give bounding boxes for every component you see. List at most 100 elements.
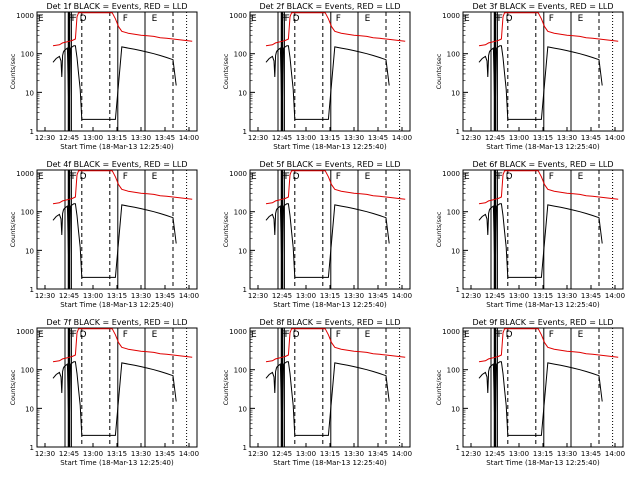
marker-letter: D [506, 172, 513, 182]
x-tick-label: 13:00 [83, 292, 103, 300]
x-tick-label: 13:15 [320, 450, 340, 458]
x-tick-label: 13:30 [557, 292, 577, 300]
y-axis-label: Counts/sec [435, 211, 443, 247]
series-line [265, 328, 406, 363]
x-tick-label: 12:30 [35, 134, 55, 142]
marker-letter: F [123, 172, 128, 182]
x-tick-label: 13:00 [509, 134, 529, 142]
y-axis-label: Counts/sec [222, 53, 230, 89]
y-axis-label: Counts/sec [435, 369, 443, 405]
y-tick-label: 10 [25, 89, 34, 97]
x-tick-label: 13:00 [83, 134, 103, 142]
y-tick-label: 100 [447, 367, 460, 375]
panel-title: Det 6f BLACK = Events, RED = LLD [472, 160, 613, 169]
x-tick-label: 13:00 [509, 292, 529, 300]
x-tick-label: 13:30 [344, 292, 364, 300]
series-line [265, 361, 390, 436]
series-line [52, 328, 193, 363]
x-tick-label: 13:45 [155, 134, 175, 142]
y-axis-label: Counts/sec [9, 211, 17, 247]
y-tick-label: 1000 [442, 328, 460, 336]
marker-letter: F [123, 330, 128, 340]
y-axis-label: Counts/sec [9, 369, 17, 405]
marker-letter: E [464, 330, 470, 340]
x-tick-label: 14:00 [605, 450, 625, 458]
series-line [52, 203, 177, 278]
marker-letter: E [251, 330, 257, 340]
x-axis-label: Start Time (18-Mar-13 12:25:40) [486, 143, 600, 151]
panel-1: Det 1f BLACK = Events, RED = LLD 1 10 100 10… [9, 2, 199, 151]
marker-letter: F [336, 172, 341, 182]
x-tick-label: 14:00 [179, 292, 199, 300]
marker-letter: F [549, 330, 554, 340]
marker-letter: E [578, 330, 584, 340]
x-axis-label: Start Time (18-Mar-13 12:25:40) [273, 459, 387, 467]
series-line [478, 12, 619, 47]
marker-letter: F [72, 172, 77, 182]
panel-4: Det 4f BLACK = Events, RED = LLD 1 10 100 10… [9, 160, 199, 309]
x-tick-label: 13:15 [320, 134, 340, 142]
panel-title: Det 8f BLACK = Events, RED = LLD [259, 318, 400, 327]
x-tick-label: 13:15 [107, 292, 127, 300]
marker-letter: F [494, 330, 499, 340]
x-tick-label: 13:30 [344, 450, 364, 458]
series-line [478, 361, 603, 436]
panel-title: Det 5f BLACK = Events, RED = LLD [259, 160, 400, 169]
x-tick-label: 13:30 [557, 450, 577, 458]
panel-7: Det 7f BLACK = Events, RED = LLD 1 10 100 10… [9, 318, 199, 467]
y-axis-label: Counts/sec [222, 369, 230, 405]
x-tick-label: 13:45 [368, 450, 388, 458]
x-tick-label: 14:00 [179, 134, 199, 142]
y-tick-label: 10 [451, 247, 460, 255]
marker-letter: F [336, 330, 341, 340]
y-tick-label: 100 [447, 51, 460, 59]
marker-letter: F [285, 330, 290, 340]
y-tick-label: 10 [238, 247, 247, 255]
x-tick-label: 13:15 [533, 134, 553, 142]
x-tick-label: 13:00 [296, 134, 316, 142]
marker-letter: F [494, 172, 499, 182]
panel-6: Det 6f BLACK = Events, RED = LLD 1 10 100 10… [435, 160, 625, 309]
y-tick-label: 1 [243, 444, 247, 452]
panel-9: Det 9f BLACK = Events, RED = LLD 1 10 100 10… [435, 318, 625, 467]
panel-title: Det 4f BLACK = Events, RED = LLD [46, 160, 187, 169]
x-tick-label: 12:45 [485, 292, 505, 300]
marker-letter: D [293, 172, 300, 182]
y-tick-label: 100 [234, 209, 247, 217]
series-line [478, 328, 619, 363]
y-axis-label: Counts/sec [222, 211, 230, 247]
panel-5: Det 5f BLACK = Events, RED = LLD 1 10 100 10… [222, 160, 412, 309]
y-tick-label: 1 [456, 128, 460, 136]
x-tick-label: 13:30 [344, 134, 364, 142]
panel-title: Det 9f BLACK = Events, RED = LLD [472, 318, 613, 327]
series-line [478, 170, 619, 205]
x-tick-label: 14:00 [392, 450, 412, 458]
marker-letter: F [72, 330, 77, 340]
marker-letter: D [80, 14, 87, 24]
x-tick-label: 13:15 [107, 134, 127, 142]
x-tick-label: 12:30 [461, 292, 481, 300]
y-axis-label: Counts/sec [435, 53, 443, 89]
x-tick-label: 12:45 [485, 450, 505, 458]
x-axis-label: Start Time (18-Mar-13 12:25:40) [486, 459, 600, 467]
x-tick-label: 12:45 [485, 134, 505, 142]
marker-letter: E [38, 330, 44, 340]
marker-letter: E [152, 172, 158, 182]
y-tick-label: 100 [234, 51, 247, 59]
marker-letter: E [152, 14, 158, 24]
series-line [265, 12, 406, 47]
x-axis-label: Start Time (18-Mar-13 12:25:40) [486, 301, 600, 309]
x-axis-label: Start Time (18-Mar-13 12:25:40) [273, 301, 387, 309]
y-tick-label: 1000 [16, 328, 34, 336]
x-tick-label: 13:45 [155, 450, 175, 458]
x-tick-label: 12:30 [461, 134, 481, 142]
y-axis-label: Counts/sec [9, 53, 17, 89]
y-tick-label: 1 [30, 444, 34, 452]
series-line [52, 170, 193, 205]
x-tick-label: 12:30 [35, 450, 55, 458]
y-tick-label: 10 [451, 89, 460, 97]
x-tick-label: 14:00 [392, 134, 412, 142]
y-tick-label: 1000 [442, 170, 460, 178]
marker-letter: E [152, 330, 158, 340]
